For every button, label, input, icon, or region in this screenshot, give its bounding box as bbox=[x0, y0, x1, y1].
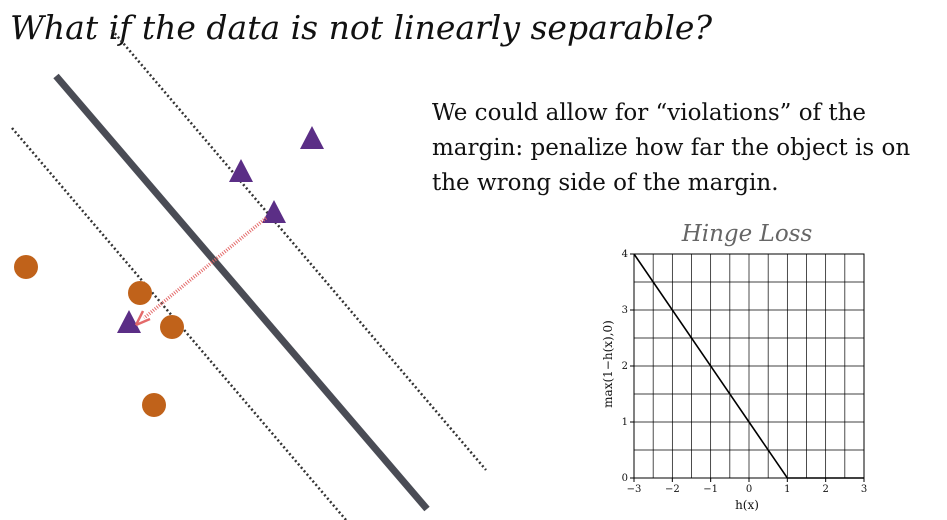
triangle-point bbox=[300, 126, 324, 149]
hinge-loss-line bbox=[633, 253, 864, 479]
circle-point bbox=[14, 255, 38, 279]
triangle-point bbox=[229, 159, 253, 182]
circle-point bbox=[160, 315, 184, 339]
x-tick-label: 0 bbox=[746, 484, 752, 495]
x-tick-label: 2 bbox=[822, 484, 828, 495]
violation-arrow bbox=[134, 216, 268, 327]
y-tick-label: 3 bbox=[622, 305, 628, 316]
y-tick-label: 0 bbox=[622, 473, 628, 484]
x-tick-label: −3 bbox=[627, 484, 642, 495]
chart-grid bbox=[633, 253, 865, 479]
chart-series bbox=[633, 253, 864, 479]
x-tick-label: −2 bbox=[665, 484, 680, 495]
y-tick-label: 2 bbox=[622, 361, 628, 372]
slide-title: What if the data is not linearly separab… bbox=[10, 8, 713, 47]
decision-boundary-line bbox=[53, 73, 430, 512]
circle-point bbox=[142, 393, 166, 417]
x-tick-label: 1 bbox=[784, 484, 790, 495]
y-axis-label: max(1−h(x),0) bbox=[601, 320, 615, 408]
triangle-point bbox=[262, 200, 286, 223]
y-tick-label: 4 bbox=[622, 249, 628, 260]
circle-point bbox=[128, 281, 152, 305]
x-tick-label: 3 bbox=[861, 484, 867, 495]
hinge-loss-chart: Hinge Loss −3 −2 −1 0 1 2 3 0 1 2 3 4 h(x) max(1−h(… bbox=[601, 221, 868, 512]
chart-ticks: −3 −2 −1 0 1 2 3 0 1 2 3 4 bbox=[622, 249, 868, 495]
chart-title: Hinge Loss bbox=[681, 221, 813, 247]
x-tick-label: −1 bbox=[703, 484, 718, 495]
body-text: We could allow for “violations” of the m… bbox=[432, 100, 911, 196]
triangle-point bbox=[117, 310, 141, 333]
y-tick-label: 1 bbox=[622, 417, 628, 428]
x-axis-label: h(x) bbox=[735, 498, 759, 512]
upper-margin-line bbox=[111, 29, 487, 471]
